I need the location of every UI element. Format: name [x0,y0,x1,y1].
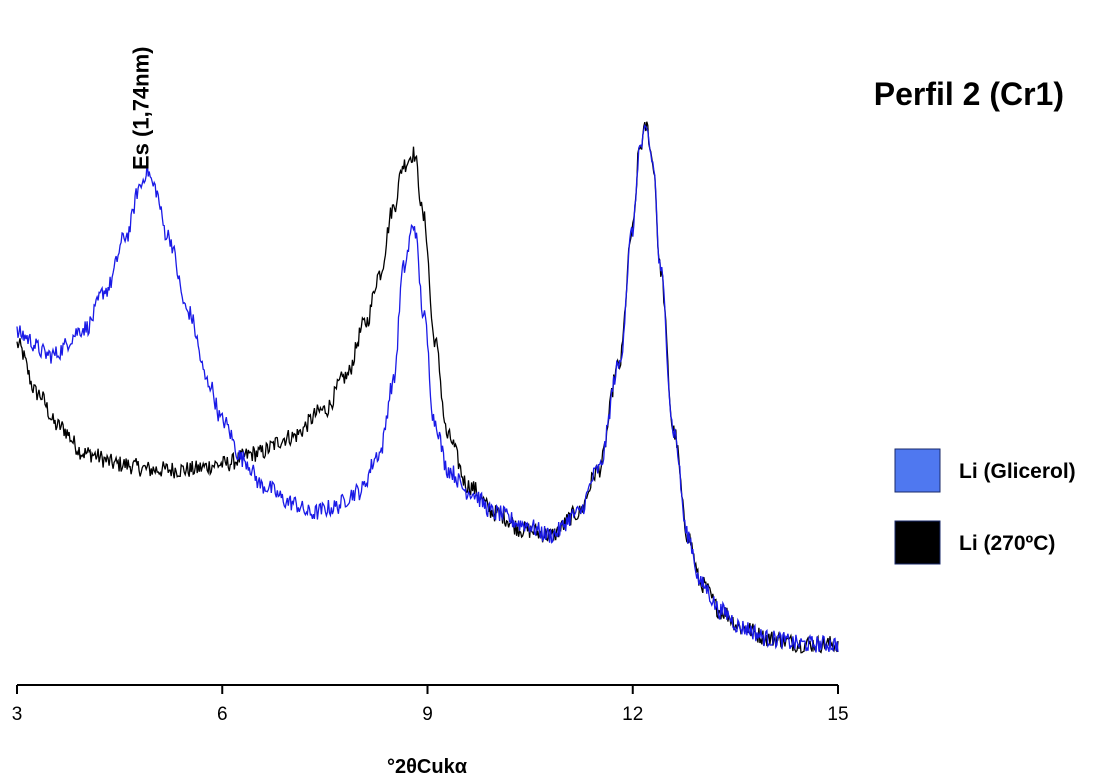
x-axis-title: °2θCukα [387,756,468,778]
peak-annotation: Es (1,74nm) [128,47,153,171]
legend-swatch-0 [894,448,941,493]
x-axis-ticks: 3 6 9 12 15 [12,685,849,725]
x-tick-label-4: 15 [827,704,848,725]
x-axis: 3 6 9 12 15 [12,684,849,725]
chart-title: Perfil 2 (Cr1) [874,76,1064,112]
series-line-1 [16,121,839,654]
x-tick-label-0: 3 [12,704,23,725]
x-tick-label-2: 9 [422,704,433,725]
series-line-0 [16,123,839,653]
legend-label-0: Li (Glicerol) [959,460,1076,483]
legend: Li (Glicerol) Li (270ºC) [894,448,1076,565]
x-tick-label-3: 12 [622,704,643,725]
legend-label-1: Li (270ºC) [959,532,1055,555]
legend-swatch-1 [894,520,941,565]
plot-lines [16,121,839,654]
x-tick-label-1: 6 [217,704,228,725]
